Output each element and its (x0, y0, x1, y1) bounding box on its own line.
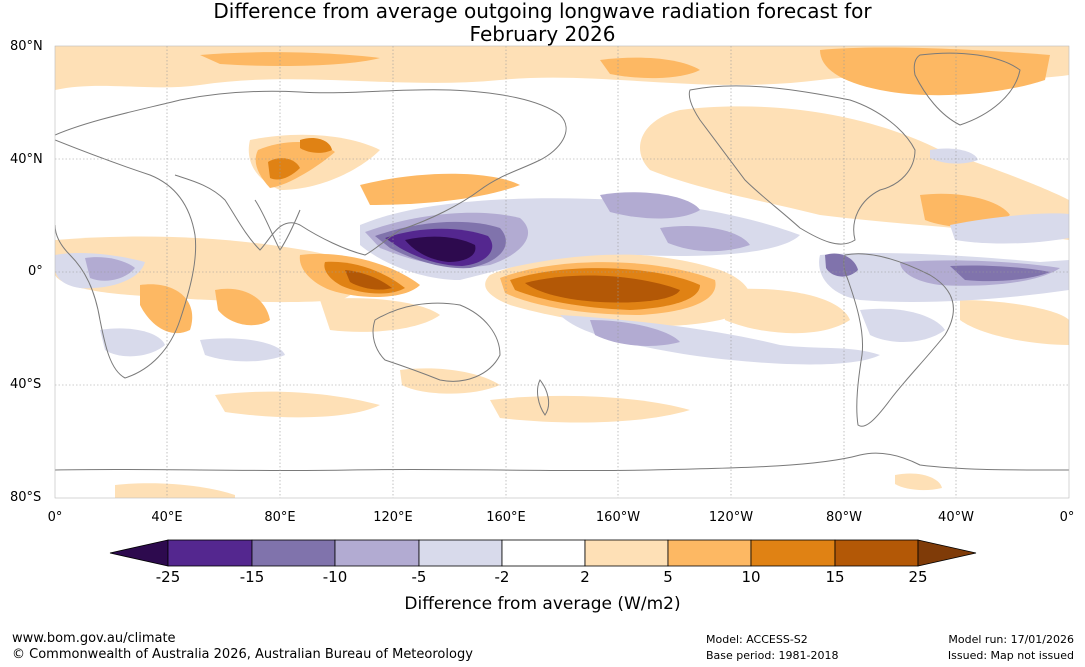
colorbar-arrow-high (917, 539, 977, 567)
colorbar-tick: -15 (239, 568, 265, 586)
lon-label-80w: 80°W (826, 510, 862, 525)
colorbar-tick: -25 (155, 568, 181, 586)
anomaly-region (950, 213, 1069, 244)
lat-label-80s: 80°S (10, 490, 42, 505)
lon-label-40e: 40°E (151, 510, 183, 525)
anomaly-region (85, 257, 135, 281)
colorbar-bin-neg5-neg2 (418, 539, 503, 567)
colorbar-bin-neg10-neg5 (334, 539, 420, 567)
gridlines (55, 46, 1069, 498)
anomaly-region (600, 192, 700, 219)
footer-url: www.bom.gov.au/climate (12, 631, 176, 646)
anomaly-region (600, 57, 700, 79)
lon-label-160e: 160°E (486, 510, 526, 525)
colorbar-bin-5-10 (667, 539, 752, 567)
coastline-australia (372, 302, 501, 382)
colorbar-label: Difference from average (W/m2) (404, 594, 681, 614)
anomaly-region (820, 47, 1050, 96)
anomaly-region (950, 265, 1050, 282)
coastline-eurasia (55, 89, 567, 256)
anomaly-region (490, 395, 690, 423)
colorbar-tick: -10 (322, 568, 348, 586)
lat-label-equator: 0° (28, 264, 43, 279)
lon-label-40w: 40°W (938, 510, 974, 525)
anomaly-region (345, 270, 392, 290)
footer-issued: Issued: Map not issued (947, 649, 1074, 662)
colorbar-bin-neg25-neg15 (167, 539, 253, 567)
chart-title: Difference from average outgoing longwav… (0, 0, 1085, 46)
lat-label-80n: 80°N (10, 39, 43, 54)
title-line-1: Difference from average outgoing longwav… (213, 0, 872, 23)
anomaly-shading (55, 46, 1069, 498)
colorbar-tick: 5 (663, 568, 673, 586)
coastline-north-america (688, 85, 916, 245)
lon-label-120e: 120°E (373, 510, 413, 525)
footer-copyright: © Commonwealth of Australia 2026, Austra… (12, 647, 473, 662)
footer-base-period: Base period: 1981-2018 (706, 649, 839, 662)
colorbar (109, 539, 977, 567)
anomaly-region (320, 298, 440, 332)
colorbar-tick: 2 (580, 568, 590, 586)
colorbar-bin-15-25 (834, 539, 919, 567)
colorbar-bin-2-5 (584, 539, 669, 567)
colorbar-tick: -2 (494, 568, 510, 586)
anomaly-region (200, 52, 380, 66)
anomaly-region (215, 391, 380, 418)
lon-label-160w: 160°W (595, 510, 641, 525)
colorbar-bin-neg15-neg10 (251, 539, 336, 567)
anomaly-region (405, 236, 476, 262)
coastline-south-america (843, 253, 954, 427)
lon-label-80e: 80°E (264, 510, 296, 525)
anomaly-region (825, 253, 858, 277)
anomaly-region (660, 225, 750, 252)
anomaly-region (115, 483, 235, 498)
colorbar-arrow-low (109, 539, 169, 567)
colorbar-tick: 10 (741, 568, 761, 586)
title-line-2: February 2026 (469, 22, 616, 46)
coastline-new-zealand (537, 379, 550, 416)
anomaly-region (215, 288, 270, 326)
coastline-greenland (913, 52, 1021, 126)
footer-model: Model: ACCESS-S2 (706, 633, 808, 646)
lon-label-0: 0° (47, 510, 63, 525)
anomaly-region (300, 138, 332, 153)
map-frame (54, 45, 1070, 499)
colorbar-tick: 15 (825, 568, 845, 586)
anomaly-region (590, 320, 680, 346)
coastline-africa (55, 139, 197, 379)
anomaly-region (895, 473, 942, 491)
anomaly-region (360, 173, 520, 205)
coastline-antarctica (55, 452, 1069, 472)
anomaly-region (960, 300, 1069, 345)
lon-label-120w: 120°W (708, 510, 754, 525)
colorbar-tick: -5 (411, 568, 427, 586)
anomaly-region (100, 328, 165, 357)
anomaly-region (720, 288, 850, 334)
footer-model-run: Model run: 17/01/2026 (948, 633, 1074, 646)
olr-anomaly-map (54, 45, 1070, 499)
anomaly-region (268, 158, 300, 180)
anomaly-region (920, 193, 1010, 227)
lon-label-0-east: 0° (1059, 510, 1075, 525)
lat-label-40n: 40°N (10, 152, 43, 167)
colorbar-tick: 25 (908, 568, 928, 586)
anomaly-region (200, 338, 285, 362)
lat-label-40s: 40°S (10, 377, 42, 392)
anomaly-region (860, 308, 945, 342)
anomaly-region (55, 236, 359, 303)
anomaly-region (525, 275, 680, 303)
colorbar-bin-neg2-2 (501, 539, 586, 567)
colorbar-bin-10-15 (750, 539, 836, 567)
coastlines (55, 52, 1069, 472)
anomaly-region (930, 148, 978, 164)
